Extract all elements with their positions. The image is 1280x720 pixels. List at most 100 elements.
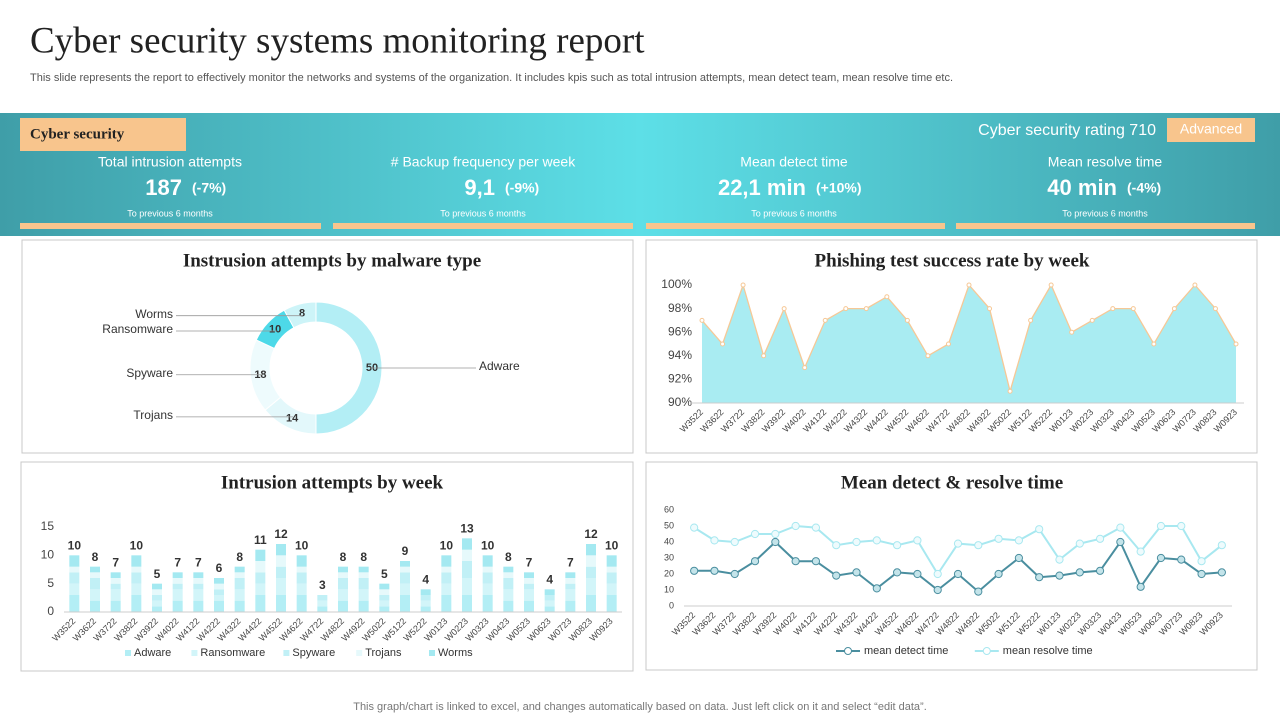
point <box>1014 553 1023 563</box>
kpi-change: (-7%) <box>192 180 226 196</box>
bar-segment <box>296 583 307 595</box>
slice-value-label: 10 <box>269 324 281 336</box>
point <box>761 353 767 359</box>
total-label: 12 <box>584 527 598 541</box>
point <box>832 571 841 580</box>
bar-segment <box>400 566 410 573</box>
bar-segment <box>503 572 514 578</box>
point <box>1095 566 1105 575</box>
donut-slice <box>315 301 383 435</box>
kpi-title: Total intrusion attempts <box>98 154 242 170</box>
point <box>832 541 841 550</box>
subtitle: This slide represents the report to effe… <box>30 72 953 84</box>
point <box>1233 341 1239 347</box>
bar-segment <box>317 606 328 612</box>
kpi-bar <box>20 223 321 229</box>
point <box>730 537 739 547</box>
legend-label: Worms <box>438 647 473 659</box>
kpi-title: Mean detect time <box>740 154 848 170</box>
bar-segment <box>358 589 369 601</box>
bar-segment <box>110 578 121 584</box>
y-tick-label: 92% <box>668 372 692 386</box>
bar-segment <box>69 566 80 573</box>
bar-segment <box>400 583 410 595</box>
total-label: 4 <box>422 573 429 587</box>
total-label: 5 <box>154 567 161 581</box>
point <box>1110 306 1116 312</box>
bar-segment <box>214 589 224 595</box>
chart-title: Intrusion attempts by week <box>221 472 444 493</box>
bar-segment <box>544 600 555 607</box>
slice-category-label: Spyware <box>126 366 173 380</box>
point <box>690 566 699 575</box>
point <box>750 557 760 566</box>
total-label: 8 <box>360 550 367 564</box>
bar-segment <box>110 600 121 612</box>
point <box>1156 553 1166 563</box>
bar-segment <box>379 606 390 612</box>
bar-segment <box>69 583 80 595</box>
total-label: 7 <box>526 556 533 570</box>
point <box>1035 573 1044 582</box>
bar-segment <box>544 606 555 612</box>
bar-segment <box>172 600 183 612</box>
bar-segment <box>338 600 348 612</box>
point <box>1048 282 1054 288</box>
point <box>1177 555 1186 564</box>
bar-segment <box>193 572 204 578</box>
point <box>884 294 890 300</box>
bar-segment <box>420 600 431 607</box>
bar-segment <box>565 572 576 578</box>
bar-segment <box>276 555 286 567</box>
legend-label: Adware <box>134 647 171 659</box>
kpi-change: (+10%) <box>816 180 862 196</box>
kpi-bar <box>333 223 633 229</box>
point <box>953 569 963 579</box>
bar-segment <box>586 544 596 556</box>
total-label: 7 <box>195 556 202 570</box>
bar-segment <box>565 589 576 601</box>
slice-category-label: Trojans <box>133 408 173 422</box>
bar-segment <box>152 606 162 612</box>
point <box>1130 306 1136 312</box>
total-label: 10 <box>605 539 619 553</box>
bar-segment <box>400 561 410 567</box>
total-label: 12 <box>274 527 288 541</box>
point <box>750 529 760 539</box>
total-label: 10 <box>68 539 82 553</box>
legend-label: Trojans <box>365 647 402 659</box>
bar-segment <box>379 583 390 590</box>
bar-segment <box>172 589 183 601</box>
bar-segment <box>276 566 286 578</box>
bar-segment <box>379 595 390 601</box>
bar-segment <box>296 566 307 573</box>
bar-segment <box>586 578 596 595</box>
legend-swatch <box>125 650 131 656</box>
point <box>852 568 861 577</box>
bar-segment <box>338 572 348 578</box>
banner-label-box <box>20 118 186 151</box>
bar-segment <box>524 583 534 590</box>
point <box>1014 536 1023 545</box>
bar-segment <box>214 578 224 584</box>
bar-segment <box>503 578 514 590</box>
bar-segment <box>90 566 100 573</box>
legend-swatch <box>191 650 198 656</box>
bar-segment <box>606 572 617 584</box>
bar-segment <box>586 595 596 612</box>
bar-segment <box>234 572 245 578</box>
kpi-change: (-4%) <box>1127 180 1161 196</box>
bar-segment <box>193 589 204 601</box>
kpi-value: 40 min <box>1047 175 1117 200</box>
point <box>1197 557 1206 566</box>
bar-segment <box>358 600 369 612</box>
kpi-title: # Backup frequency per week <box>391 154 576 170</box>
bar-segment <box>276 544 286 556</box>
bar-segment <box>152 600 162 607</box>
bar-segment <box>441 583 452 595</box>
bar-segment <box>565 578 576 584</box>
bar-segment <box>338 566 348 573</box>
point <box>1177 521 1186 531</box>
point <box>1028 317 1034 323</box>
